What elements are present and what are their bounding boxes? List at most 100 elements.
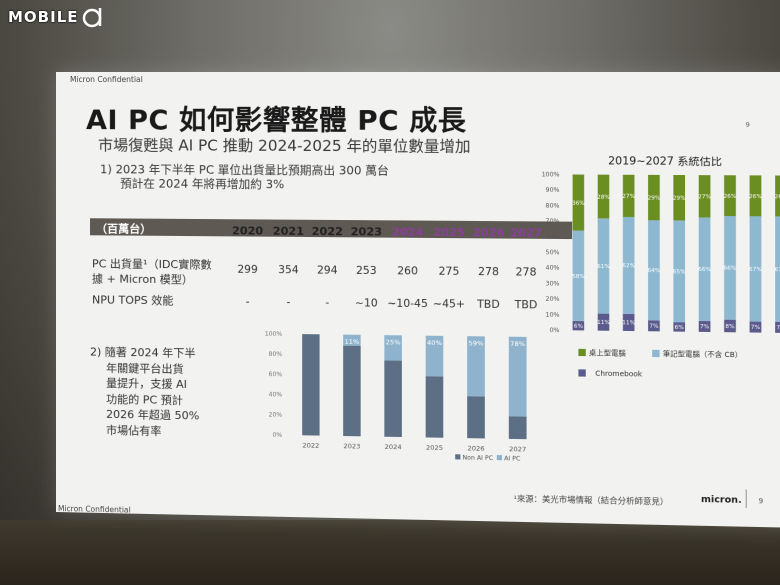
data-label: 64%: [647, 268, 660, 274]
mobile01-logo-icon: [81, 6, 105, 28]
table-cell: ~45+: [428, 298, 470, 311]
table-cell: -: [227, 296, 268, 309]
table-cell: 278: [505, 266, 547, 279]
table-unit-label: （百萬台）: [96, 220, 151, 236]
point-2-line: 市場佔有率: [90, 422, 199, 439]
bar-non-ai-pc: [384, 361, 402, 438]
data-label-ai-pc: 11%: [344, 338, 359, 346]
y-tick-label: 70%: [546, 218, 560, 225]
y-tick-label: 50%: [546, 249, 560, 256]
y-tick-label: 20%: [546, 296, 560, 303]
legend-label-chromebook: Chromebook: [595, 370, 643, 379]
table-cell: -: [268, 296, 309, 309]
legend-swatch-ai: [497, 455, 502, 460]
data-label: 27%: [622, 194, 635, 200]
ai-pc-share-chart: 0% 20% 40% 60% 80% 100% 2022 11% 2023 25% 2024 40% 2…: [258, 326, 558, 468]
y-tick-label: 80%: [546, 202, 560, 209]
data-label: 61%: [597, 264, 610, 270]
data-label: 29%: [647, 195, 660, 201]
bar-non-ai-pc: [467, 396, 485, 438]
point-2-line: 2) 隨著 2024 年下半: [90, 344, 199, 361]
legend-label-ai: AI PC: [504, 455, 520, 462]
data-label: 26%: [723, 194, 736, 200]
legend-label-desktop: 桌上型電腦: [589, 348, 626, 358]
data-label: 26%: [774, 194, 780, 200]
point-2: 2) 隨著 2024 年下半 年關鍵平台出貨 量提升，支援 AI 功能的 PC …: [90, 344, 199, 439]
point-2-line: 年關鍵平台出貨: [90, 360, 199, 377]
row-label-line1: PC 出貨量¹（IDC實際數: [92, 256, 212, 272]
point-1-line2: 預計在 2024 年將再增加約 3%: [100, 176, 389, 192]
bar-non-ai-pc: [302, 334, 319, 435]
table-cell: ~10-45: [387, 298, 428, 311]
y-tick-label: 80%: [269, 351, 283, 358]
table-year-header: 2024: [387, 225, 428, 239]
data-label-ai-pc: 25%: [386, 338, 401, 346]
table-year-header: 2020: [227, 224, 268, 237]
data-label: 67%: [749, 267, 762, 273]
floor: [0, 520, 780, 585]
table-year-header: 2027: [505, 226, 547, 240]
watermark-text: MOBILE: [8, 8, 79, 26]
data-label: 7%: [751, 325, 760, 331]
bar-ai-pc: [509, 337, 527, 417]
slide-title: AI PC 如何影響整體 PC 成長: [86, 98, 466, 138]
table-row-label-shipments: PC 出貨量¹（IDC實際數 據 + Micron 模型）: [92, 256, 212, 287]
y-tick-label: 30%: [546, 280, 560, 287]
y-tick-label: 10%: [546, 311, 560, 318]
data-label: 7%: [700, 324, 709, 330]
y-tick-label: 100%: [265, 331, 283, 338]
data-label: 36%: [572, 200, 585, 206]
table-year-header: 2026: [468, 226, 510, 240]
row-label-line2: 據 + Micron 模型）: [92, 271, 212, 287]
x-tick-label: 2024: [385, 443, 402, 451]
table-cell: TBD: [468, 298, 510, 311]
data-label: 65%: [673, 269, 686, 275]
x-tick-label: 2027: [509, 445, 526, 453]
table-year-header: 2022: [307, 225, 348, 238]
confidential-label-bottom: Micron Confidential: [58, 504, 131, 515]
y-tick-label: 40%: [269, 391, 283, 398]
table-cell: 278: [468, 266, 510, 279]
confidential-label-top: Micron Confidential: [70, 75, 143, 84]
table-cell: 253: [346, 265, 387, 278]
data-label: 6%: [675, 325, 684, 331]
footer-separator: [746, 490, 747, 509]
legend-label-notebook: 筆記型電腦（不含 CB）: [663, 349, 742, 359]
table-cell: 354: [268, 264, 309, 277]
data-label: 7%: [649, 324, 658, 330]
watermark: MOBILE: [8, 6, 105, 28]
data-label: 11%: [597, 320, 610, 326]
y-tick-label: 20%: [269, 411, 283, 418]
bar-non-ai-pc: [509, 416, 527, 439]
system-chart-title: 2019~2027 系統估比: [608, 156, 722, 168]
y-tick-label: 40%: [546, 265, 560, 272]
system-share-chart: 2019~2027 系統估比 0% 10% 20% 30% 40% 50% 60% 70% 80%…: [536, 156, 780, 406]
bar-non-ai-pc: [426, 376, 444, 437]
page-number-top: 9: [746, 122, 750, 129]
data-label: 11%: [622, 320, 635, 326]
table-cell: -: [307, 297, 348, 310]
data-label: 58%: [572, 274, 585, 280]
legend-label-non-ai: Non AI PC: [462, 454, 493, 462]
point-1: 1) 2023 年下半年 PC 單位出貨量比預期高出 300 萬台 預計在 20…: [100, 162, 389, 192]
slide-subtitle: 市場復甦與 AI PC 推動 2024-2025 年的單位數量增加: [98, 134, 471, 157]
bar-non-ai-pc: [343, 346, 360, 437]
page-number-bottom: 9: [759, 497, 764, 505]
data-label: 62%: [622, 263, 635, 269]
legend-swatch-notebook: [652, 350, 659, 357]
data-label: 27%: [698, 194, 711, 200]
data-label-ai-pc: 78%: [510, 340, 525, 348]
x-tick-label: 2026: [467, 444, 484, 452]
table-year-header: 2021: [268, 225, 309, 238]
data-label: 26%: [749, 194, 762, 200]
data-label: 67%: [774, 267, 780, 273]
y-tick-label: 0%: [550, 327, 560, 334]
x-tick-label: 2025: [426, 444, 443, 452]
y-tick-label: 60%: [269, 371, 283, 378]
micron-logo: micron.: [701, 495, 742, 506]
y-tick-label: 0%: [273, 432, 283, 439]
table-cell: 294: [307, 264, 348, 277]
data-label-ai-pc: 40%: [427, 339, 442, 347]
x-tick-label: 2023: [343, 442, 360, 450]
data-label: 6%: [574, 324, 583, 330]
